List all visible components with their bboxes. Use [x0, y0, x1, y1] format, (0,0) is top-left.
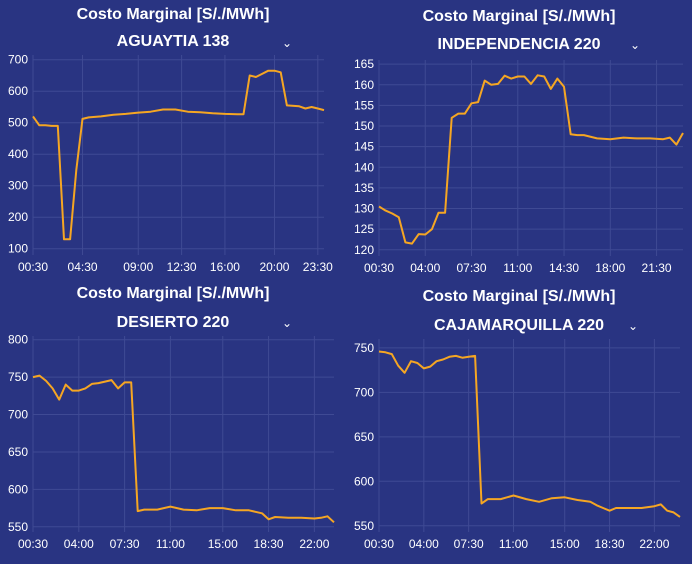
- chart-3: 550 600 650 700 750 00:30 04:00 07:30 11:00 15:00…: [354, 339, 681, 551]
- y-tick-label: 800: [8, 333, 28, 347]
- x-tick-label: 11:00: [156, 537, 185, 551]
- chart-panel-independencia: Costo Marginal [S/./MWh] INDEPENDENCIA 2…: [346, 0, 692, 282]
- x-tick-label: 23:30: [303, 260, 333, 274]
- chevron-down-icon[interactable]: ⌄: [628, 319, 639, 333]
- y-tick-label: 125: [354, 222, 374, 236]
- node-selected-value: CAJAMARQUILLA 220: [433, 317, 605, 334]
- y-tick-label: 500: [8, 116, 28, 130]
- y-tick-label: 550: [8, 520, 28, 534]
- x-tick-label: 15:00: [550, 537, 580, 551]
- x-tick-label: 18:00: [595, 261, 625, 275]
- y-tick-label: 200: [8, 210, 28, 224]
- x-tick-label: 04:00: [64, 537, 94, 551]
- x-tick-label: 16:00: [210, 260, 240, 274]
- x-tick-label: 00:30: [18, 260, 48, 274]
- chart-title: Costo Marginal [S/./MWh]: [76, 6, 270, 23]
- y-tick-label: 750: [8, 370, 28, 384]
- node-selected-value: AGUAYTIA 138: [116, 33, 230, 50]
- chevron-down-icon[interactable]: ⌄: [282, 316, 293, 330]
- node-selected-value: INDEPENDENCIA 220: [437, 36, 601, 53]
- x-tick-label: 11:00: [503, 261, 532, 275]
- x-tick-label: 07:30: [454, 537, 484, 551]
- y-tick-label: 145: [354, 140, 374, 154]
- y-tick-label: 155: [354, 98, 374, 112]
- x-tick-label: 12:30: [167, 260, 197, 274]
- x-tick-label: 18:30: [254, 537, 284, 551]
- chart-1: 120 125 130 135 140 145 150 155 160 165 00:30 04:00…: [354, 57, 684, 275]
- x-tick-label: 00:30: [364, 261, 394, 275]
- node-select[interactable]: AGUAYTIA 138: [0, 33, 346, 51]
- y-tick-label: 400: [8, 147, 28, 161]
- y-tick-label: 100: [8, 242, 28, 256]
- y-tick-label: 700: [354, 385, 374, 399]
- y-tick-label: 160: [354, 78, 374, 92]
- x-tick-label: 04:00: [410, 261, 440, 275]
- x-tick-label: 09:00: [123, 260, 153, 274]
- x-tick-label: 22:00: [639, 537, 669, 551]
- x-tick-label: 07:30: [110, 537, 140, 551]
- chevron-down-icon[interactable]: ⌄: [282, 36, 293, 50]
- x-tick-label: 11:00: [499, 537, 528, 551]
- y-tick-label: 150: [354, 119, 374, 133]
- y-tick-label: 700: [8, 408, 28, 422]
- y-tick-label: 140: [354, 160, 374, 174]
- series-line: [32, 374, 335, 524]
- chart-title: Costo Marginal [S/./MWh]: [422, 8, 616, 25]
- chart-0: 100 200 300 400 500 600 700 00:30 04:30 09:00 12:3…: [8, 53, 333, 274]
- x-tick-label: 04:00: [409, 537, 439, 551]
- y-tick-label: 300: [8, 179, 28, 193]
- y-tick-label: 130: [354, 202, 374, 216]
- x-tick-label: 14:30: [549, 261, 579, 275]
- chart-panel-cajamarquilla: Costo Marginal [S/./MWh] CAJAMARQUILLA 2…: [346, 282, 692, 564]
- chevron-down-icon[interactable]: ⌄: [630, 38, 641, 52]
- chart-title: Costo Marginal [S/./MWh]: [422, 288, 616, 305]
- y-tick-label: 650: [8, 445, 28, 459]
- series-line: [378, 74, 684, 245]
- chart-2: 550 600 650 700 750 800 00:30 04:00 07:30 11:00 15…: [8, 333, 335, 551]
- node-select[interactable]: CAJAMARQUILLA 220: [346, 317, 692, 335]
- y-tick-label: 135: [354, 181, 374, 195]
- x-tick-label: 15:00: [208, 537, 238, 551]
- y-tick-label: 750: [354, 341, 374, 355]
- x-tick-label: 07:30: [457, 261, 487, 275]
- x-tick-label: 18:30: [595, 537, 625, 551]
- y-tick-label: 550: [354, 519, 374, 533]
- chart-title: Costo Marginal [S/./MWh]: [76, 285, 270, 302]
- x-tick-label: 21:30: [642, 261, 672, 275]
- node-select[interactable]: INDEPENDENCIA 220: [346, 36, 692, 54]
- chart-panel-aguaytia: Costo Marginal [S/./MWh] AGUAYTIA 138 ⌄: [0, 0, 346, 282]
- node-selected-value: DESIERTO 220: [116, 314, 230, 331]
- x-tick-label: 00:30: [18, 537, 48, 551]
- y-tick-label: 600: [8, 482, 28, 496]
- x-tick-label: 00:30: [364, 537, 394, 551]
- y-tick-label: 600: [354, 474, 374, 488]
- x-tick-label: 22:00: [299, 537, 329, 551]
- y-tick-label: 165: [354, 57, 374, 71]
- y-tick-label: 650: [354, 430, 374, 444]
- y-tick-label: 120: [354, 243, 374, 257]
- x-tick-label: 20:00: [259, 260, 289, 274]
- x-tick-label: 04:30: [68, 260, 98, 274]
- y-tick-label: 700: [8, 53, 28, 67]
- chart-panel-desierto: Costo Marginal [S/./MWh] DESIERTO 220 ⌄: [0, 282, 346, 564]
- node-select[interactable]: DESIERTO 220: [0, 314, 346, 332]
- series-line: [32, 69, 325, 241]
- y-tick-label: 600: [8, 84, 28, 98]
- series-line: [378, 350, 681, 518]
